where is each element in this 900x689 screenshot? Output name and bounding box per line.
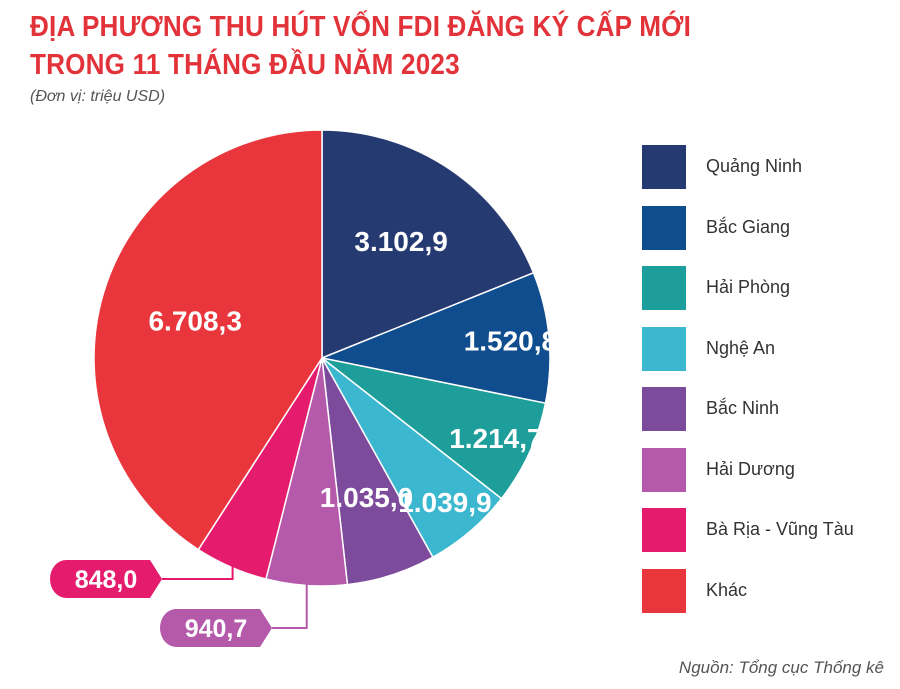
data-label-ba-ria-vung-tau: 848,0	[75, 566, 138, 594]
pie-slice-hai-phong	[321, 357, 547, 500]
data-label-hai-duong: 940,7	[185, 615, 248, 643]
legend-swatch	[642, 205, 686, 250]
legend-swatch	[642, 326, 686, 371]
source-note: Nguồn: Tổng cục Thống kê	[678, 658, 884, 677]
legend-label: Bắc Giang	[706, 216, 791, 237]
legend-label: Hải Dương	[706, 458, 795, 479]
legend-item-bac-giang: Bắc Giang	[642, 205, 882, 250]
legend-label: Hải Phòng	[706, 277, 791, 297]
legend-swatch	[642, 145, 686, 189]
legend-label: Nghệ An	[706, 337, 776, 358]
data-label-bac-ninh: 1.035,0	[320, 482, 413, 513]
legend-item-hai-phong: Hải Phòng	[642, 266, 882, 310]
chart-title-line-1: ĐỊA PHƯƠNG THU HÚT VỐN FDI ĐĂNG KÝ CẤP M…	[30, 11, 692, 43]
data-label-nghe-an: 1.039,9	[398, 487, 491, 518]
unit-note: (Đơn vị: triệu USD)	[30, 88, 166, 105]
legend-item-hai-duong: Hải Dương	[642, 447, 882, 492]
legend-label: Quảng Ninh	[706, 156, 803, 176]
pie-slice-khac	[93, 129, 323, 551]
pie-slice-quang-ninh	[321, 129, 535, 360]
legend-swatch	[642, 447, 686, 492]
legend-item-quang-ninh: Quảng Ninh	[642, 145, 882, 189]
data-label-bac-giang: 1.520,8	[464, 326, 557, 357]
legend-label: Khác	[706, 579, 748, 600]
data-label-hai-phong: 1.214,7	[449, 423, 542, 454]
callout-leader-ba-ria-vung-tau	[162, 563, 234, 580]
legend-item-bac-ninh: Bắc Ninh	[642, 387, 882, 431]
legend-item-nghe-an: Nghệ An	[642, 326, 882, 371]
legend-item-khac: Khác	[642, 568, 882, 613]
legend-item-ba-ria-vung-tau: Bà Rịa - Vũng Tàu	[642, 508, 882, 552]
legend-swatch	[642, 266, 686, 310]
callout-leader-hai-duong	[272, 581, 308, 629]
legend-swatch	[642, 508, 686, 552]
data-label-khac: 6.708,3	[148, 306, 241, 337]
legend-label: Bắc Ninh	[706, 398, 780, 418]
callout-badge-ba-ria-vung-tau	[50, 560, 162, 598]
legend-swatch	[642, 568, 686, 613]
legend-label: Bà Rịa - Vũng Tàu	[706, 519, 854, 539]
callout-badge-hai-duong	[160, 609, 272, 647]
legend-swatch	[642, 387, 686, 431]
chart-title: ĐỊA PHƯƠNG THU HÚT VỐN FDI ĐĂNG KÝ CẤP M…	[30, 8, 691, 84]
pie-slice-bac-giang	[319, 271, 551, 405]
pie-slices	[93, 129, 551, 587]
data-label-quang-ninh: 3.102,9	[354, 226, 447, 257]
chart-title-line-2: TRONG 11 THÁNG ĐẦU NĂM 2023	[30, 49, 460, 81]
pie-labels: 3.102,9 1.520,8 1.214,7 1.039,91.035,0 940,7…	[50, 226, 557, 647]
